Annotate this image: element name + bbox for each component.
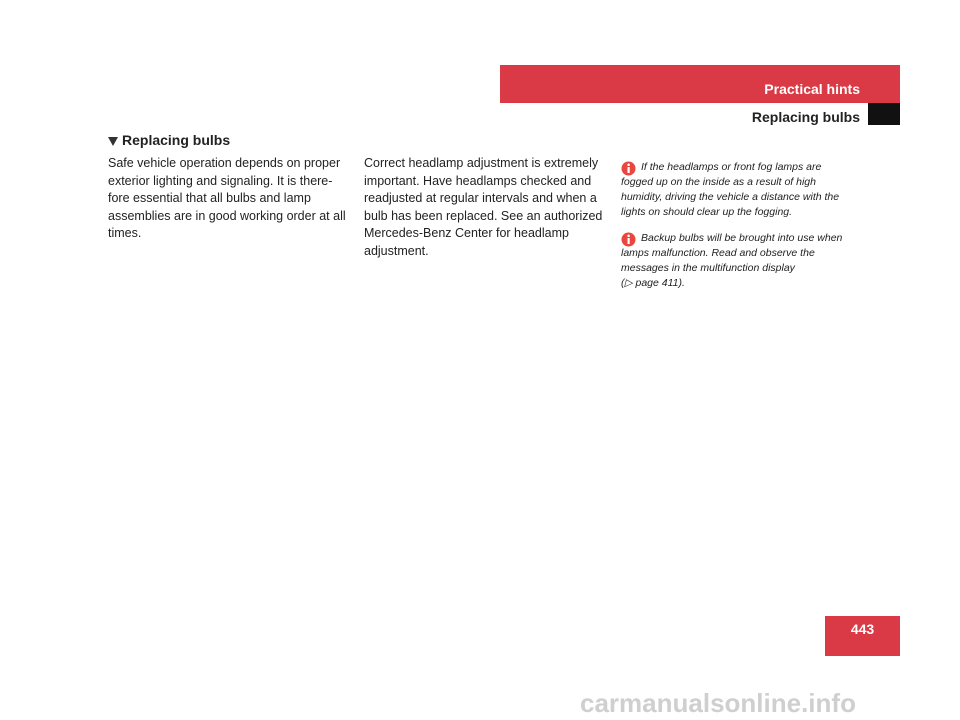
info-icon <box>621 161 636 176</box>
watermark: carmanualsonline.info <box>580 688 856 718</box>
text-line: fogged up on the inside as a result of h… <box>621 176 816 188</box>
text-line: bulb has been replaced. See an authorize… <box>364 208 603 223</box>
text-line: (▷ page 411). <box>621 277 685 289</box>
text-line: Safe vehicle operation depends on proper <box>108 156 341 170</box>
text-line: If the headlamps or front fog lamps are <box>641 161 822 173</box>
page-number: 443 <box>850 621 875 637</box>
text-line: readjusted at regular intervals and when… <box>364 191 597 206</box>
note-2: Backup bulbs will be brought into use wh… <box>621 231 842 291</box>
text-line: assemblies are in good working order at … <box>108 208 346 223</box>
heading-text: Replacing bulbs <box>122 132 231 148</box>
text-line: important. Have headlamps checked and <box>364 173 592 188</box>
text-line: humidity, driving the vehicle a distance… <box>621 191 840 203</box>
page-number-box: 443 <box>825 616 900 656</box>
text-line: times. <box>108 226 142 241</box>
column-2: Correct headlamp adjustment is extremely… <box>364 155 602 261</box>
triangle-icon <box>108 137 118 147</box>
text-line: fore essential that all bulbs and lamp <box>108 191 311 206</box>
text-line: lights on should clear up the fogging. <box>621 206 793 218</box>
header-banner: Practical hints <box>500 65 900 103</box>
text-line: lamps malfunction. Read and observe the <box>621 247 815 259</box>
note-1: If the headlamps or front fog lamps are f… <box>621 160 839 220</box>
column-1: Safe vehicle operation depends on proper… <box>108 155 346 243</box>
text-line: Backup bulbs will be brought into use wh… <box>641 232 843 244</box>
tab-marker <box>868 103 900 125</box>
text-line: adjustment. <box>364 243 429 258</box>
text-line: messages in the multifunction display <box>621 262 795 274</box>
chapter-title: Practical hints <box>764 81 860 97</box>
section-title: Replacing bulbs <box>751 109 860 125</box>
info-icon <box>621 232 636 247</box>
text-line: Mercedes-Benz Center for headlamp <box>364 226 569 241</box>
text-line: Correct headlamp adjustment is extremely <box>364 156 599 170</box>
text-line: exterior lighting and signaling. It is t… <box>108 173 333 188</box>
heading: Replacing bulbs <box>108 132 230 148</box>
